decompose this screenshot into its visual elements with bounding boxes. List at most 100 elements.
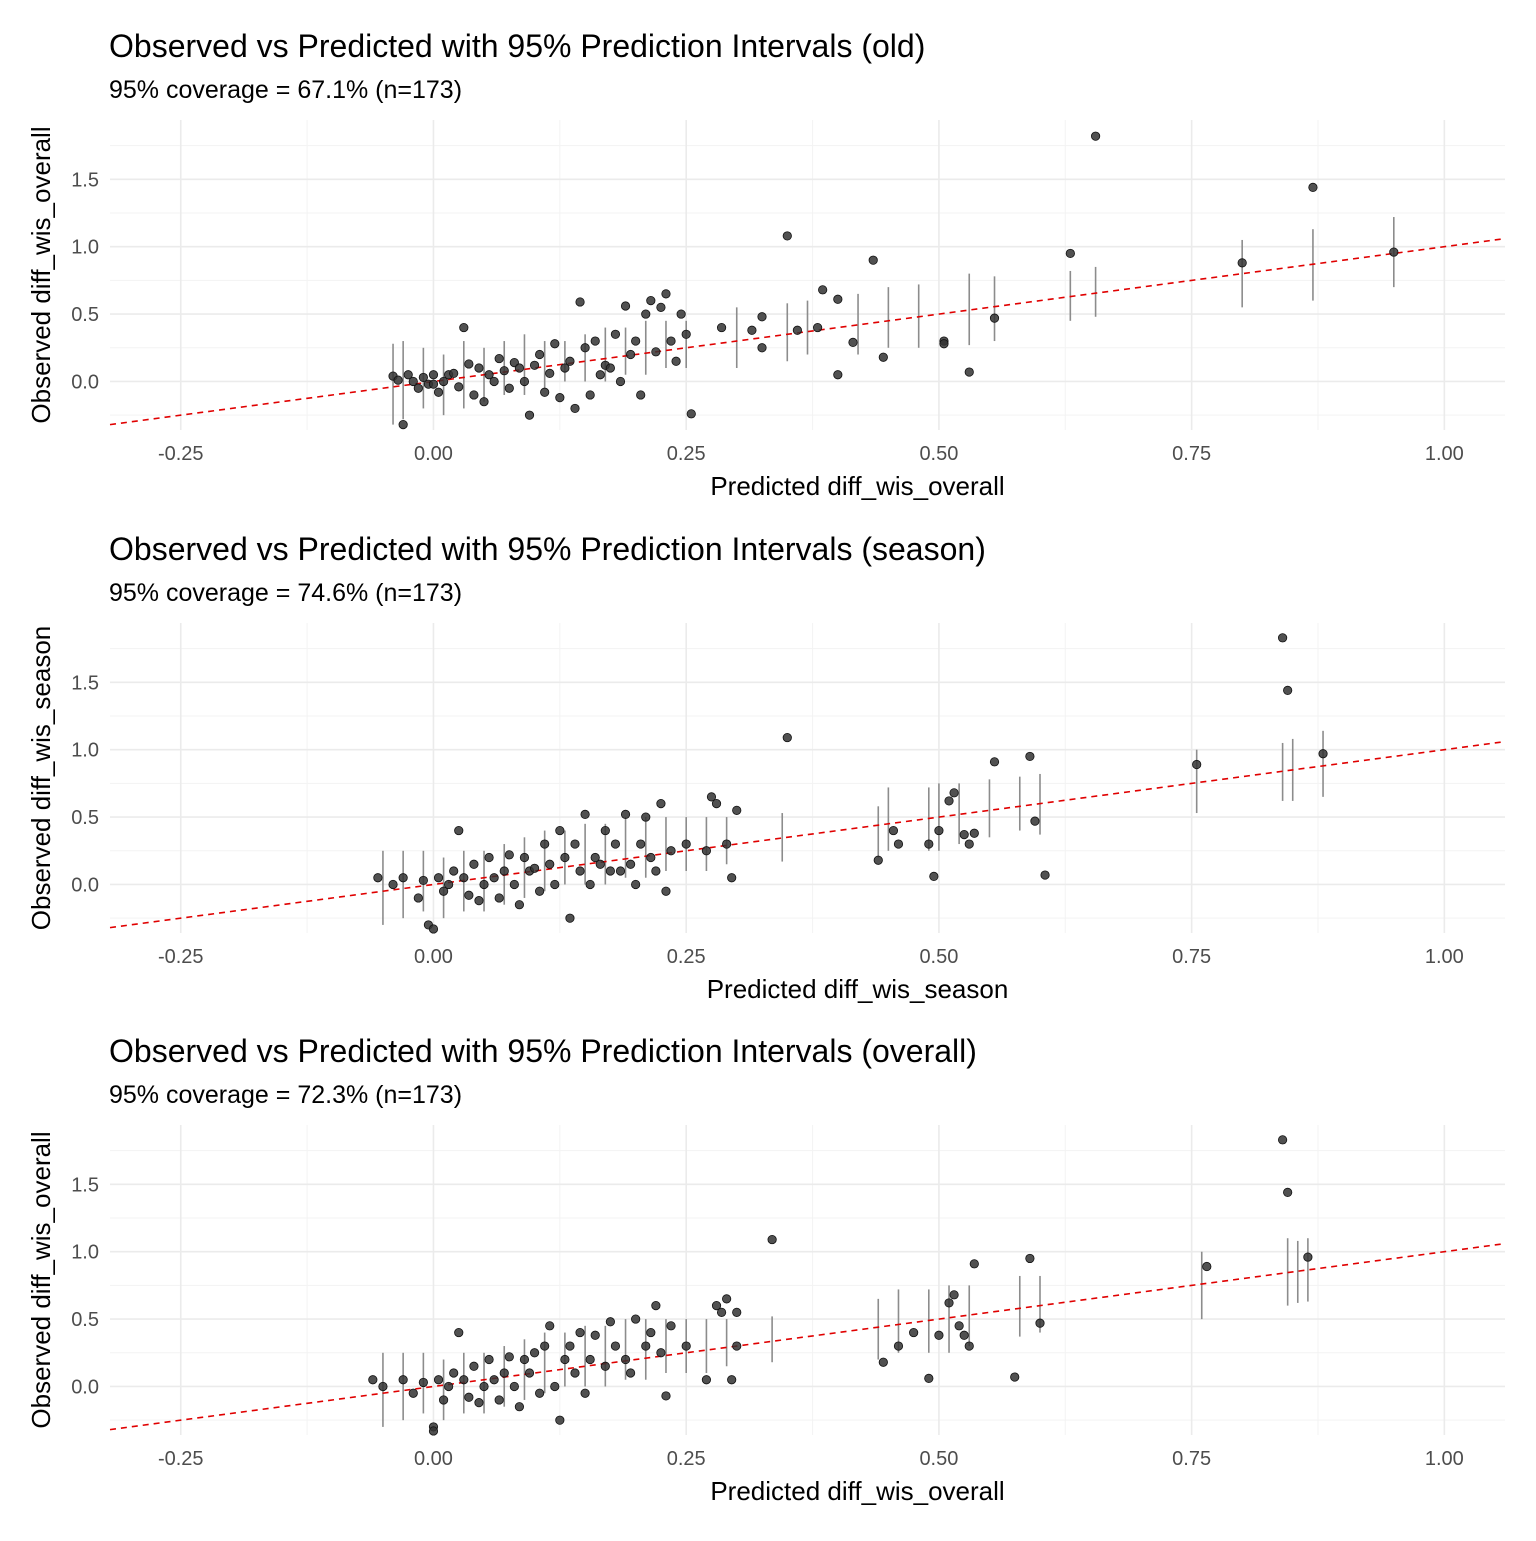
data-point: [722, 1294, 732, 1304]
data-point: [1025, 751, 1035, 762]
data-point: [631, 879, 641, 890]
data-point: [565, 356, 575, 366]
data-point: [449, 1368, 459, 1378]
data-point: [464, 1392, 474, 1402]
data-point: [964, 839, 974, 849]
data-point: [615, 866, 626, 876]
data-point: [747, 325, 757, 335]
data-point: [524, 1368, 535, 1378]
data-point: [671, 356, 681, 366]
data-point: [636, 839, 646, 849]
data-point: [757, 312, 767, 322]
chart-title: Observed vs Predicted with 95% Predictio…: [109, 28, 925, 64]
data-point: [590, 852, 600, 863]
data-point: [1278, 633, 1288, 643]
chart-panel-1: Observed vs Predicted with 95% Predictio…: [26, 28, 1506, 501]
data-point: [959, 830, 969, 840]
data-point: [641, 1341, 651, 1351]
data-point: [701, 1375, 712, 1385]
data-point: [590, 1330, 600, 1340]
data-point: [464, 359, 474, 369]
data-point: [459, 873, 469, 883]
data-point: [580, 809, 590, 819]
data-point: [499, 1368, 509, 1378]
data-point: [625, 859, 636, 869]
data-point: [888, 825, 899, 836]
data-point: [469, 859, 479, 869]
data-point: [666, 336, 676, 346]
data-point: [711, 1301, 722, 1311]
x-tick-label: -0.25: [158, 443, 204, 465]
data-point: [464, 890, 474, 900]
data-point: [666, 1321, 676, 1331]
data-point: [620, 1354, 631, 1365]
data-point: [600, 1361, 610, 1371]
data-point: [529, 863, 540, 873]
data-point: [540, 839, 550, 849]
data-point: [398, 1375, 408, 1385]
data-point: [610, 1341, 621, 1351]
data-point: [1318, 749, 1328, 759]
x-tick-label: 1.00: [1425, 1448, 1464, 1470]
data-point: [469, 1361, 479, 1371]
data-point: [575, 297, 585, 307]
y-tick-label: 0.5: [71, 807, 99, 829]
y-tick-label: 1.0: [71, 237, 99, 259]
data-point: [625, 1368, 636, 1378]
chart-subtitle: 95% coverage = 72.3% (n=173): [109, 1081, 462, 1109]
data-point: [605, 866, 615, 876]
data-point: [610, 839, 621, 849]
data-point: [509, 879, 519, 890]
chart-title: Observed vs Predicted with 95% Predictio…: [109, 531, 986, 567]
x-tick-label: -0.25: [158, 946, 204, 968]
data-point: [489, 376, 499, 387]
data-point: [732, 1307, 742, 1317]
data-point: [378, 1381, 388, 1392]
data-point: [529, 360, 540, 370]
data-point: [1202, 1261, 1212, 1272]
data-point: [767, 1234, 777, 1245]
y-tick-label: 0.0: [71, 1376, 99, 1398]
data-point: [620, 809, 631, 819]
data-point: [964, 367, 974, 377]
data-point: [1237, 258, 1247, 268]
chart-title: Observed vs Predicted with 95% Predictio…: [109, 1033, 977, 1069]
y-axis-label: Observed diff_wis_overall: [26, 1131, 56, 1428]
data-point: [868, 255, 878, 265]
reference-line: [109, 237, 1506, 426]
data-point: [550, 339, 560, 349]
y-tick-label: 1.5: [71, 672, 99, 694]
data-point: [1283, 1187, 1293, 1197]
data-point: [727, 1375, 737, 1385]
data-point: [595, 859, 605, 869]
x-tick-label: 0.25: [667, 1448, 706, 1470]
data-point: [848, 337, 858, 347]
data-point: [706, 792, 717, 802]
data-point: [469, 390, 479, 400]
data-point: [833, 294, 843, 304]
data-point: [570, 403, 580, 414]
data-point: [610, 329, 621, 339]
data-point: [514, 900, 525, 910]
chart-subtitle: 95% coverage = 74.6% (n=173): [109, 579, 462, 607]
data-point: [651, 866, 661, 876]
data-point: [949, 1290, 959, 1300]
data-point: [580, 343, 590, 353]
data-point: [661, 886, 671, 896]
x-tick-label: 0.50: [919, 946, 958, 968]
data-point: [368, 1375, 378, 1385]
data-point: [504, 1352, 514, 1362]
data-point: [438, 376, 449, 387]
y-tick-label: 1.0: [71, 740, 99, 762]
y-tick-label: 1.0: [71, 1242, 99, 1264]
data-point: [545, 1321, 555, 1331]
data-point: [656, 1348, 666, 1358]
data-point: [873, 855, 883, 865]
data-point: [701, 846, 712, 856]
data-point: [1040, 870, 1050, 880]
data-point: [656, 302, 666, 312]
data-point: [656, 799, 666, 809]
data-point: [792, 325, 802, 335]
data-point: [605, 363, 615, 373]
